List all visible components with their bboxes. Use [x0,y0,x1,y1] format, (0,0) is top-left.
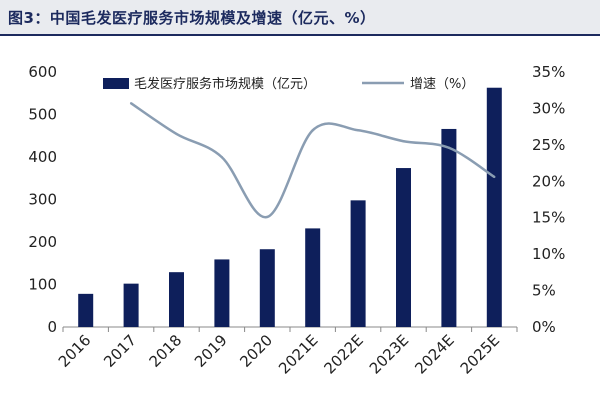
y-right-tick-label: 10% [532,245,565,263]
y-left-tick-label: 300 [28,191,57,209]
y-right-tick-label: 5% [532,282,556,300]
bar-2016 [78,293,94,327]
bar-2025E [486,87,502,327]
x-tick-label: 2022E [321,331,367,377]
bar-2019 [214,259,230,327]
x-tick-label: 2021E [275,331,321,377]
x-tick-label: 2019 [191,331,231,371]
growth-point-2022E [356,129,360,132]
y-left-tick-label: 0 [47,318,57,336]
growth-rate-line [130,102,495,219]
y-right-tick-label: 0% [532,318,556,336]
bar-2022E [350,200,366,327]
x-tick-label: 2016 [55,331,95,371]
growth-point-2023E [402,140,405,143]
growth-point-2017 [129,102,133,105]
growth-point-2024E [447,146,451,149]
x-tick-label: 2023E [366,331,412,377]
x-tick-label: 2017 [100,331,140,371]
x-tick-label: 2024E [411,331,457,377]
x-tick-label: 2020 [236,331,276,371]
y-right-tick-label: 35% [532,63,565,81]
y-right-tick-label: 20% [532,172,565,190]
bar-2021E [305,228,321,327]
bar-2024E [441,128,457,327]
growth-point-2018 [175,132,178,136]
figure-title-bar: 图3：中国毛发医疗服务市场规模及增速（亿元、%） [0,0,600,36]
legend-bar-label: 毛发医疗服务市场规模（亿元） [134,76,316,92]
y-left-tick-label: 500 [28,106,57,124]
y-right-tick-label: 15% [532,209,565,227]
bar-2018 [169,272,184,327]
bar-2023E [396,168,411,327]
growth-point-2019 [220,156,224,159]
y-left-tick-label: 200 [28,233,57,251]
y-right-tick-label: 25% [532,136,565,154]
x-tick-label: 2018 [146,331,186,371]
bar-2017 [123,283,139,327]
growth-point-2021E [311,129,314,132]
figure-title: 图3：中国毛发医疗服务市场规模及增速（亿元、%） [8,9,376,27]
y-left-tick-label: 400 [28,148,57,166]
growth-point-2020 [266,215,269,219]
growth-point-2025E [493,175,496,179]
y-left-tick-label: 600 [28,63,57,81]
legend-bar-swatch [103,78,129,89]
y-left-tick-label: 100 [28,276,57,294]
x-tick-label: 2025E [457,331,503,377]
y-right-tick-label: 30% [532,99,565,117]
bar-2020 [259,249,275,327]
legend-line-label: 增速（%） [410,77,474,92]
